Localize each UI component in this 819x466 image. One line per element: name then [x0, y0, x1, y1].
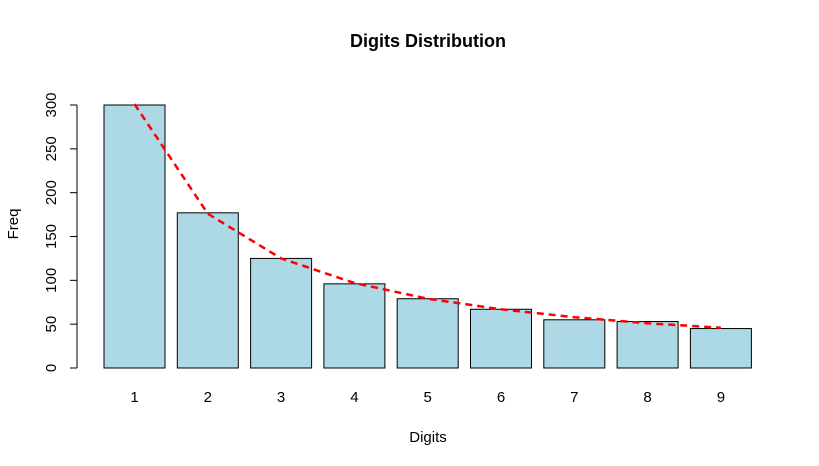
y-tick-label-0: 0	[43, 364, 60, 372]
x-tick-label-7: 7	[570, 389, 578, 406]
chart-title: Digits Distribution	[350, 31, 506, 51]
x-tick-label-8: 8	[643, 389, 651, 406]
bar-6	[470, 308, 532, 369]
bars-layer	[103, 104, 752, 369]
y-tick-label-100: 100	[43, 268, 60, 293]
expected-curve-line	[133, 103, 721, 329]
x-tick-label-4: 4	[350, 389, 358, 406]
bar-7	[543, 319, 606, 369]
y-tick-label-300: 300	[43, 92, 60, 117]
x-tick-label-2: 2	[204, 389, 212, 406]
x-tick-label-9: 9	[717, 389, 725, 406]
y-tick-label-50: 50	[43, 316, 60, 333]
bar-3	[250, 257, 313, 369]
bar-1	[103, 104, 166, 369]
expected-curve-layer	[133, 103, 721, 329]
x-tick-label-3: 3	[277, 389, 285, 406]
y-tick-label-250: 250	[43, 136, 60, 161]
x-tick-label-6: 6	[497, 389, 505, 406]
y-tick-label-150: 150	[43, 224, 60, 249]
bar-5	[396, 298, 459, 369]
bar-2	[176, 212, 239, 369]
x-tick-label-5: 5	[424, 389, 432, 406]
x-axis-label: Digits	[409, 429, 447, 446]
x-tick-label-1: 1	[130, 389, 138, 406]
bar-9	[689, 328, 752, 369]
bar-4	[323, 283, 386, 369]
y-tick-label-200: 200	[43, 180, 60, 205]
x-tick-labels: 1 2 3 4 5 6 7 8 9	[130, 389, 725, 406]
y-axis-label: Freq	[5, 209, 22, 240]
y-axis: 0 50 100 150 200 250 300	[43, 92, 78, 372]
bar-8	[616, 321, 679, 369]
